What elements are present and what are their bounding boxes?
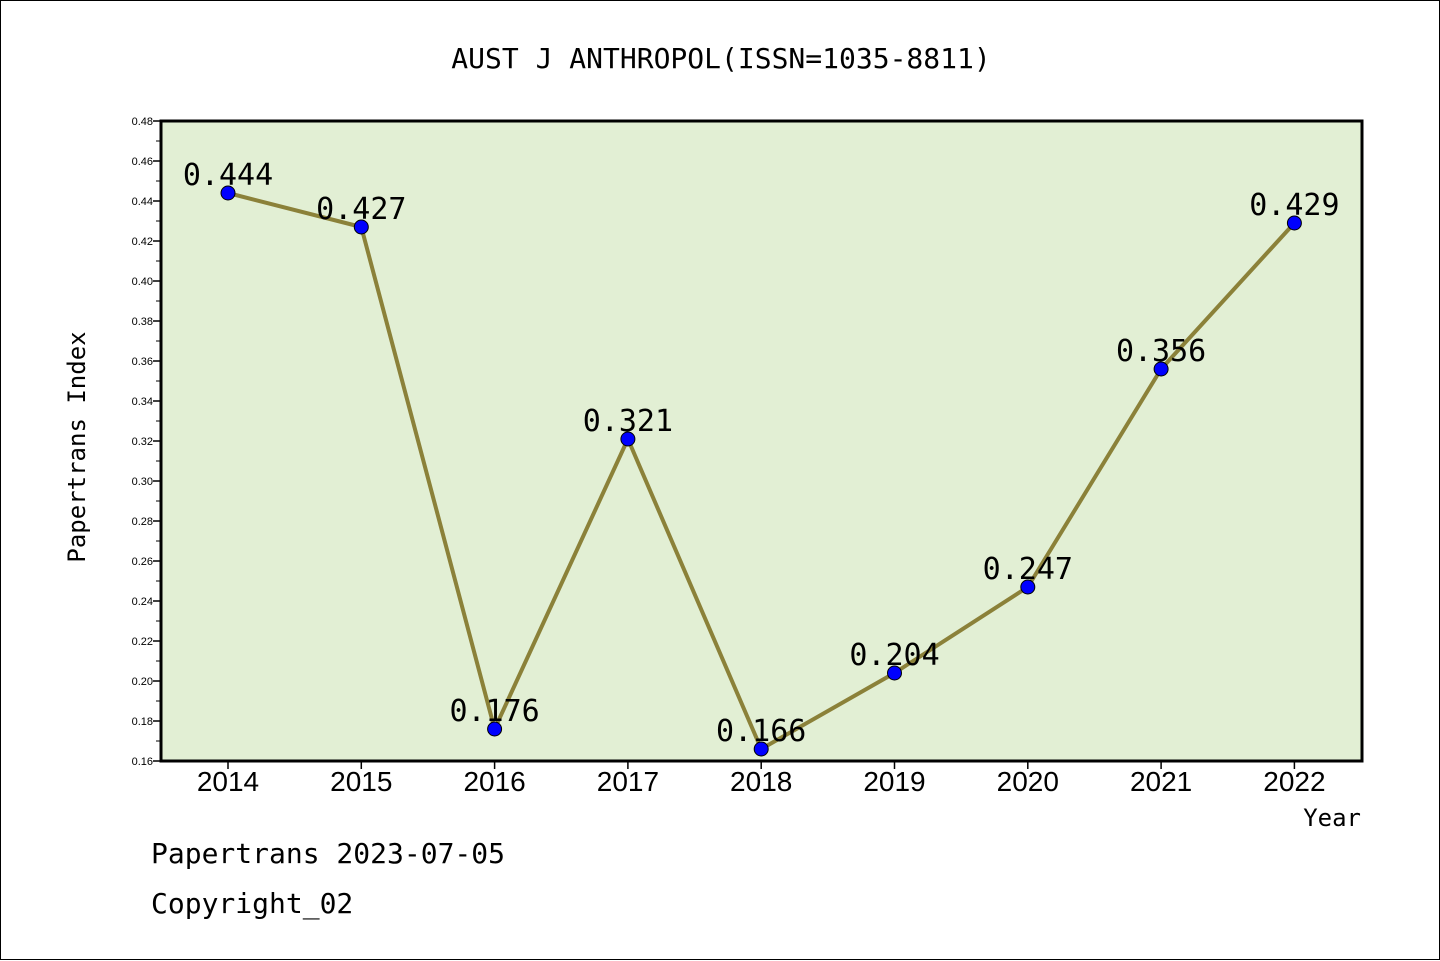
data-label: 0.429 <box>1249 188 1339 223</box>
y-tick-label: 0.48 <box>132 116 153 128</box>
y-axis-label: Papertrans Index <box>63 331 91 562</box>
data-point <box>620 431 636 447</box>
data-label: 0.204 <box>849 638 939 673</box>
x-tick-label: 2018 <box>730 766 792 797</box>
footer-date-text: Papertrans 2023-07-05 <box>151 837 506 870</box>
x-tick-label: 2020 <box>997 766 1059 797</box>
x-tick-label: 2016 <box>463 766 525 797</box>
x-axis: 2014 2015 2016 2017 2018 2019 2020 2021 2022 <box>197 761 1326 797</box>
data-point <box>353 219 369 235</box>
y-tick-label: 0.40 <box>132 276 153 288</box>
y-tick-label: 0.38 <box>132 316 153 328</box>
data-label: 0.247 <box>983 552 1073 587</box>
y-tick-label: 0.44 <box>132 196 153 208</box>
data-point <box>220 185 236 201</box>
x-tick-label: 2019 <box>863 766 925 797</box>
footer-copyright-text: Copyright_02 <box>151 887 354 920</box>
data-point <box>1153 361 1169 377</box>
y-tick-label: 0.26 <box>132 556 153 568</box>
y-tick-label: 0.30 <box>132 476 153 488</box>
y-tick-label: 0.36 <box>132 356 153 368</box>
data-point <box>887 665 902 681</box>
x-tick-label: 2017 <box>597 766 659 797</box>
data-point <box>487 721 503 737</box>
y-axis: 0.16 0.18 0.20 0.22 0.24 0.26 0.28 0.30 0.32 0.34… <box>132 116 161 768</box>
data-label: 0.427 <box>316 192 406 227</box>
x-tick-label: 2021 <box>1130 766 1192 797</box>
data-label: 0.166 <box>716 714 806 749</box>
data-label: 0.356 <box>1116 334 1206 369</box>
y-tick-label: 0.18 <box>132 716 153 728</box>
series-line-group <box>220 185 1302 757</box>
y-tick-label: 0.22 <box>132 636 153 648</box>
x-tick-label: 2015 <box>330 766 392 797</box>
data-point <box>753 741 769 757</box>
x-tick-label: 2014 <box>197 766 259 797</box>
x-axis-label: Year <box>1303 804 1361 832</box>
y-tick-label: 0.32 <box>132 436 153 448</box>
data-label: 0.176 <box>449 694 539 729</box>
y-tick-label: 0.20 <box>132 676 153 688</box>
data-label: 0.321 <box>583 404 673 439</box>
data-label: 0.444 <box>183 158 273 193</box>
y-tick-label: 0.28 <box>132 516 153 528</box>
y-tick-label: 0.42 <box>132 236 153 248</box>
y-tick-label: 0.34 <box>132 396 153 408</box>
chart-title: AUST J ANTHROPOL(ISSN=1035-8811) <box>451 42 990 75</box>
data-labels-group: 0.444 0.427 0.176 0.321 0.166 0.204 0.247 0.356… <box>183 158 1340 749</box>
data-point <box>1286 215 1302 231</box>
y-tick-label: 0.46 <box>132 156 153 168</box>
x-tick-label: 2022 <box>1263 766 1325 797</box>
y-tick-label: 0.16 <box>132 756 153 768</box>
data-point <box>1020 579 1036 595</box>
y-tick-label: 0.24 <box>132 596 153 608</box>
